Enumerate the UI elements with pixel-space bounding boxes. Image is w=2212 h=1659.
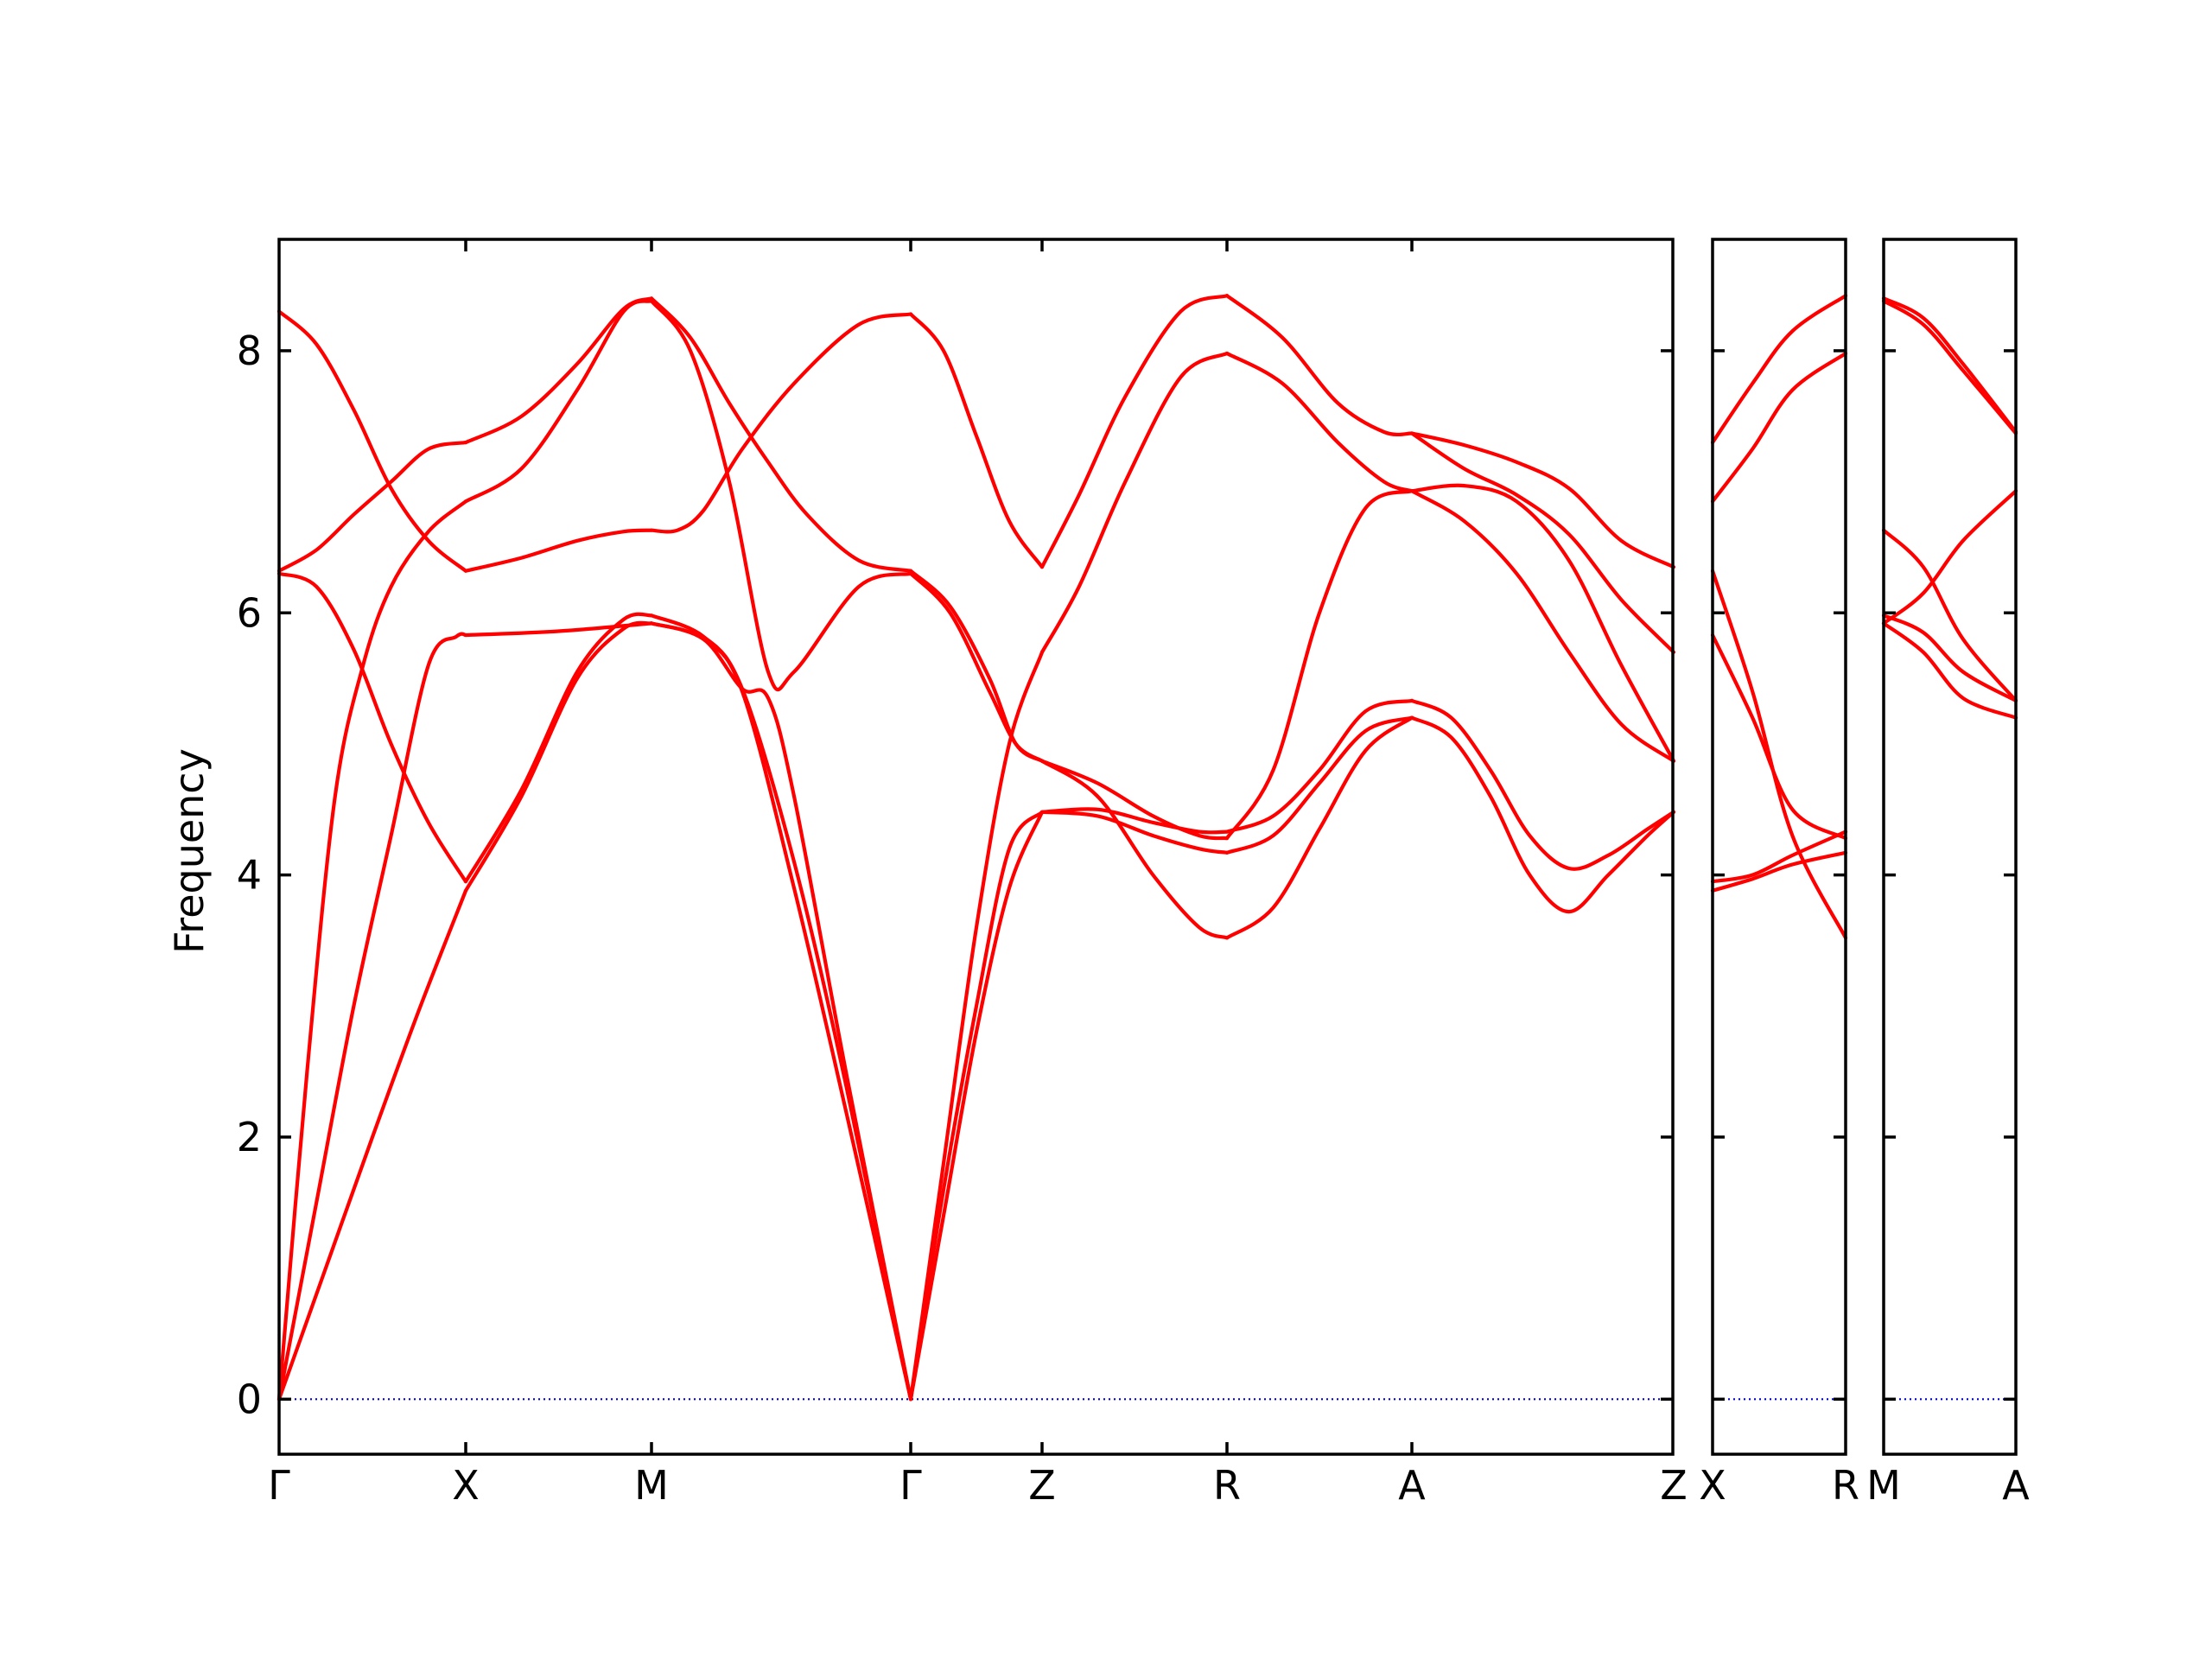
band-line xyxy=(1710,850,1848,893)
band-line xyxy=(463,612,654,884)
y-tick-label: 0 xyxy=(237,1376,262,1422)
x-tick-label: X xyxy=(452,1462,480,1509)
band-line xyxy=(1224,698,1414,834)
x-tick-label: X xyxy=(1699,1462,1726,1509)
y-tick-label: 6 xyxy=(237,589,262,636)
band-line xyxy=(908,569,1045,763)
band-line xyxy=(1409,489,1676,763)
x-tick-label: M xyxy=(1866,1462,1901,1509)
band-line xyxy=(649,621,913,1402)
band-line xyxy=(463,621,654,638)
x-tick-label: A xyxy=(1398,1462,1426,1509)
band-line xyxy=(1881,299,2018,435)
band-line xyxy=(1710,632,1848,841)
x-tick-label: Γ xyxy=(268,1462,290,1509)
plot-frame xyxy=(1711,238,1847,1456)
plot-frame xyxy=(277,238,1675,1456)
band-line xyxy=(1881,621,2018,720)
x-tick-label: R xyxy=(1832,1462,1859,1509)
y-tick-label: 2 xyxy=(237,1114,262,1160)
x-tick-label: Z xyxy=(1028,1462,1056,1509)
bands-layer xyxy=(276,294,2018,1402)
band-line xyxy=(1224,715,1414,940)
x-tick-label: M xyxy=(634,1462,669,1509)
band-line xyxy=(1039,294,1230,569)
band-line xyxy=(463,296,654,445)
band-line xyxy=(1039,759,1230,841)
band-line xyxy=(1039,807,1230,835)
band-line xyxy=(1881,296,2018,435)
band-line xyxy=(1039,351,1230,654)
band-line xyxy=(1409,431,1676,569)
x-tick-label: Γ xyxy=(899,1462,922,1509)
band-line xyxy=(1409,483,1676,763)
band-line xyxy=(1224,715,1414,855)
y-axis-label: Frequency xyxy=(166,748,213,954)
band-line xyxy=(1710,351,1848,504)
band-line xyxy=(276,888,468,1402)
band-line xyxy=(276,632,468,1402)
band-line xyxy=(908,571,1045,763)
band-line xyxy=(908,312,1045,569)
band-line xyxy=(1881,528,2018,702)
band-line xyxy=(1710,569,1848,940)
band-line xyxy=(1710,294,1848,445)
band-line xyxy=(463,299,654,504)
band-line xyxy=(463,620,654,893)
band-line xyxy=(1224,294,1414,437)
band-line xyxy=(649,296,913,573)
y-tick-label: 4 xyxy=(237,852,262,899)
band-line xyxy=(908,810,1045,1402)
band-line xyxy=(1881,613,2018,702)
band-line xyxy=(908,650,1045,1402)
band-line xyxy=(1409,698,1676,871)
band-line xyxy=(649,299,913,692)
x-tick-label: A xyxy=(2002,1462,2030,1509)
band-line xyxy=(276,499,468,1402)
band-line xyxy=(1224,489,1414,841)
band-line xyxy=(276,571,468,884)
band-line xyxy=(1881,489,2018,626)
x-tick-label: Z xyxy=(1660,1462,1688,1509)
y-tick-label: 8 xyxy=(237,327,262,374)
band-line xyxy=(463,528,654,573)
band-line xyxy=(1710,830,1848,884)
plot-frame xyxy=(1882,238,2018,1456)
x-tick-label: R xyxy=(1213,1462,1241,1509)
band-line xyxy=(276,441,468,573)
band-line xyxy=(1409,431,1676,654)
band-line xyxy=(649,312,913,534)
band-line xyxy=(1409,715,1676,914)
band-line xyxy=(1224,351,1414,493)
band-line xyxy=(908,810,1045,1402)
band-line xyxy=(1039,810,1230,855)
band-line xyxy=(276,309,468,573)
band-line xyxy=(1039,759,1230,940)
